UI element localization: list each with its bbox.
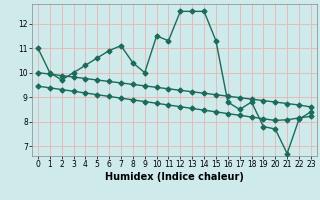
X-axis label: Humidex (Indice chaleur): Humidex (Indice chaleur) [105, 172, 244, 182]
